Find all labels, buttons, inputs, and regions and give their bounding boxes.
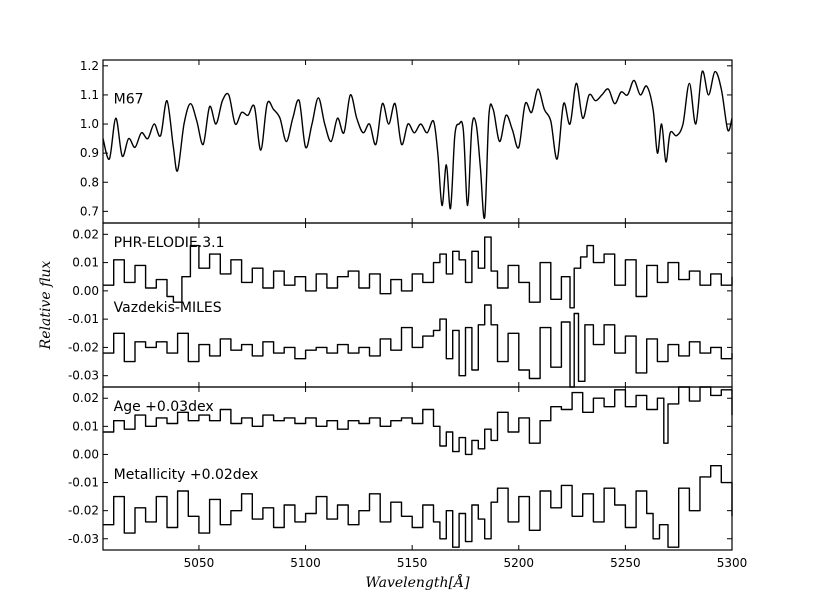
y-tick-label: -0.02 bbox=[68, 340, 99, 354]
y-tick-label: 0.02 bbox=[72, 227, 99, 241]
series-line-2-0 bbox=[103, 386, 733, 456]
series-line-1-0 bbox=[103, 236, 733, 309]
x-tick-label: 5050 bbox=[184, 556, 215, 570]
panel-annotation: M67 bbox=[114, 92, 144, 108]
series-line-0-0 bbox=[102, 70, 733, 220]
y-tick-label: 1.1 bbox=[80, 88, 99, 102]
y-tick-label: 0.8 bbox=[80, 175, 99, 189]
y-tick-label: -0.01 bbox=[68, 476, 99, 490]
x-tick-label: 5150 bbox=[397, 556, 428, 570]
y-tick-label: -0.02 bbox=[68, 504, 99, 518]
x-tick-label: 5300 bbox=[717, 556, 748, 570]
panel-annotation: Metallicity +0.02dex bbox=[114, 467, 259, 483]
panel-bottom-frame bbox=[102, 386, 733, 551]
y-tick-label: -0.01 bbox=[68, 312, 99, 326]
y-tick-label: 0.02 bbox=[72, 391, 99, 405]
y-tick-label: 0.9 bbox=[80, 146, 99, 160]
y-tick-label: 0.01 bbox=[72, 256, 99, 270]
panel-bottom: 0.02 0.01 0.00 -0.01 -0.02 -0.03 Age +0.03dex M… bbox=[68, 386, 733, 551]
series-line-1-1 bbox=[103, 304, 733, 388]
panel-annotation: PHR-ELODIE.3.1 bbox=[114, 235, 225, 251]
panels-group: 1.2 1.1 1.0 0.9 0.8 0.7 M67 0.02 0.01 0.00 -0.01 -0… bbox=[68, 59, 733, 551]
y-tick-label: 0.00 bbox=[72, 447, 99, 461]
panel-annotation: Age +0.03dex bbox=[114, 399, 214, 415]
series-line-2-1 bbox=[103, 465, 733, 548]
y-tick-label: -0.03 bbox=[68, 532, 99, 546]
panel-top: 1.2 1.1 1.0 0.9 0.8 0.7 M67 bbox=[80, 59, 733, 224]
y-tick-label: 1.2 bbox=[80, 59, 99, 73]
y-tick-label: 0.7 bbox=[80, 204, 99, 218]
x-axis: 5050 5100 5150 5200 5250 5300 bbox=[184, 556, 748, 570]
y-axis-label: Relative flux bbox=[38, 261, 54, 351]
y-tick-label: -0.03 bbox=[68, 369, 99, 383]
panel-annotation: Vazdekis-MILES bbox=[114, 300, 222, 316]
y-tick-label: 0.00 bbox=[72, 284, 99, 298]
x-tick-label: 5250 bbox=[610, 556, 641, 570]
x-tick-label: 5200 bbox=[504, 556, 535, 570]
x-axis-label: Wavelength[Å] bbox=[365, 573, 470, 591]
y-tick-label: 1.0 bbox=[80, 117, 99, 131]
x-tick-label: 5100 bbox=[290, 556, 321, 570]
y-tick-label: 0.01 bbox=[72, 419, 99, 433]
panel-middle: 0.02 0.01 0.00 -0.01 -0.02 -0.03 PHR-ELODIE.3.… bbox=[68, 222, 733, 388]
